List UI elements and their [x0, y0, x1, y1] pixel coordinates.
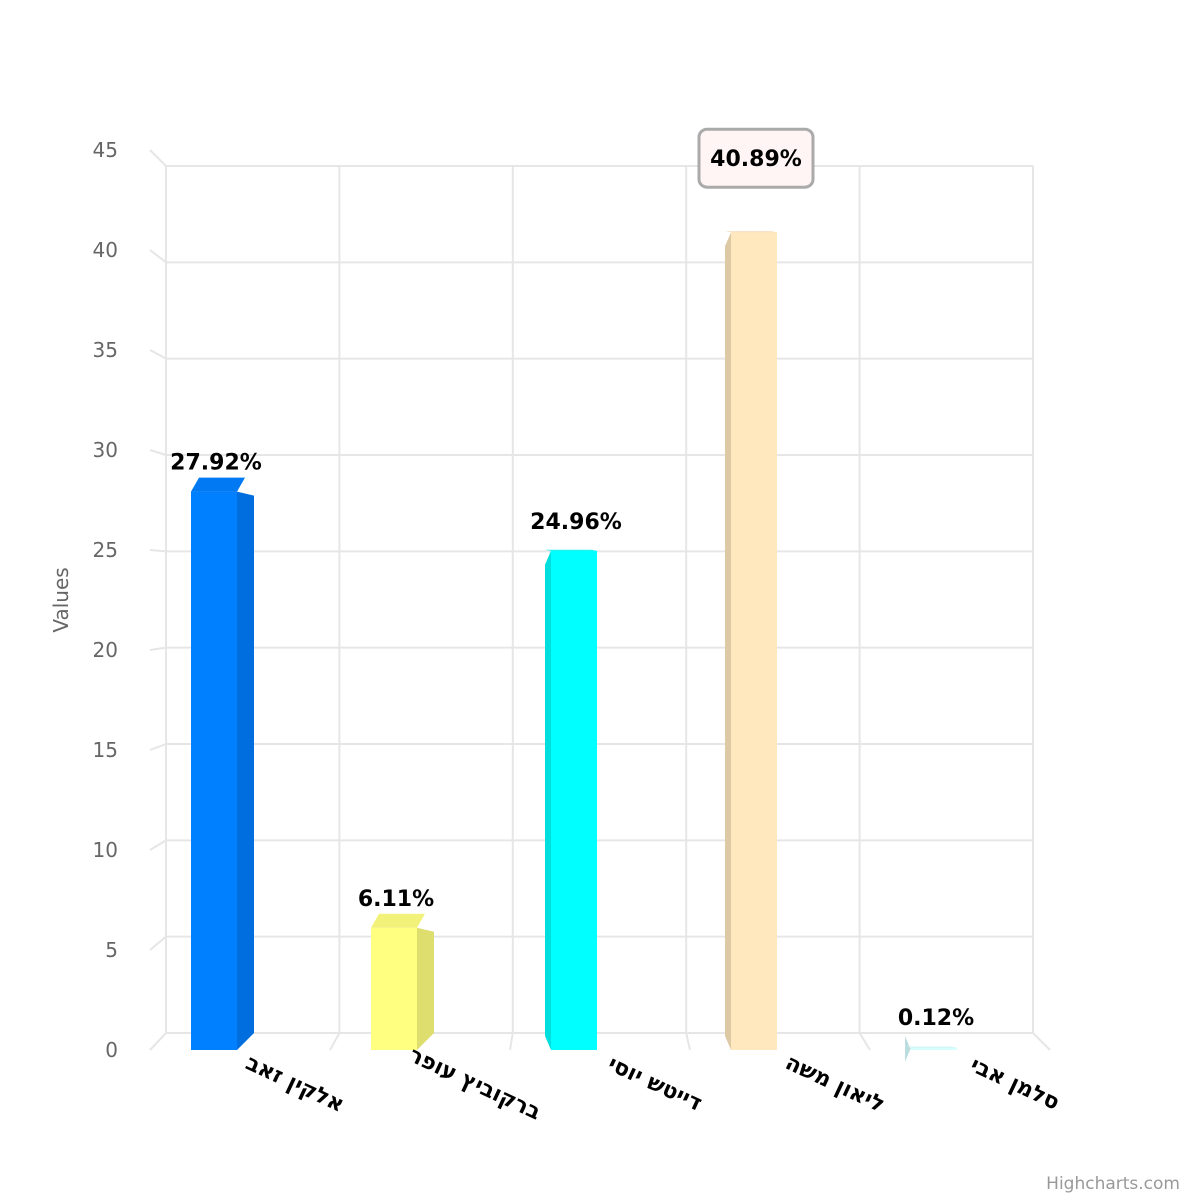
data-label: 6.11% — [358, 887, 434, 912]
y-tick-label: 20 — [93, 638, 118, 662]
gridline-floor — [149, 1032, 167, 1051]
data-label: 27.92% — [170, 451, 262, 476]
bar-side — [545, 550, 551, 1050]
gridline-wall-5 — [149, 935, 167, 951]
gridline-wall-35 — [149, 349, 167, 360]
bar-front[interactable] — [731, 232, 777, 1050]
gridline-floor — [1032, 1032, 1051, 1051]
bar-0[interactable] — [191, 477, 254, 1051]
credits-link[interactable]: Highcharts.com — [1046, 1174, 1180, 1194]
bar-top — [725, 231, 777, 233]
bar-front[interactable] — [371, 927, 417, 1050]
y-axis-title: Values — [49, 567, 73, 632]
y-tick-label: 5 — [105, 938, 118, 962]
bar-3[interactable] — [725, 231, 777, 1050]
bar-side — [905, 1036, 911, 1062]
bar-1[interactable] — [371, 913, 434, 1050]
data-label: 40.89% — [710, 147, 802, 172]
gridline-wall-25 — [149, 549, 167, 553]
bar-4[interactable] — [905, 1036, 957, 1062]
bar-top — [191, 477, 245, 492]
bars — [191, 231, 957, 1062]
bar-side — [725, 232, 731, 1050]
gridline-wall-30 — [149, 449, 167, 456]
y-tick-label: 45 — [93, 138, 118, 162]
grid-lines — [149, 149, 1051, 1051]
tooltip-box — [697, 127, 815, 189]
y-tick-label: 0 — [105, 1038, 118, 1062]
y-tick-label: 15 — [93, 738, 118, 762]
x-category-label: ברקוביץ עופר — [405, 1043, 545, 1126]
data-label: 0.12% — [898, 1006, 974, 1031]
gridline-wall-10 — [149, 839, 167, 851]
x-category-label: אלקין זאב — [242, 1050, 348, 1117]
y-tick-label: 40 — [93, 238, 118, 262]
y-tick-label: 25 — [93, 538, 118, 562]
x-category-label: סלמן אבי — [966, 1053, 1063, 1116]
bar-front[interactable] — [911, 1047, 957, 1050]
data-label: 24.96% — [530, 510, 622, 535]
y-tick-label: 35 — [93, 338, 118, 362]
bar-side — [237, 491, 254, 1051]
bar-side — [417, 927, 434, 1050]
y-tick-label: 30 — [93, 438, 118, 462]
gridline-wall-15 — [149, 743, 167, 751]
bar-top — [905, 1046, 957, 1048]
bar-top — [371, 913, 425, 928]
gridline-floor — [329, 1032, 341, 1051]
y-tick-label: 10 — [93, 838, 118, 862]
x-axis: אלקין זאב ברקוביץ עופר דייטש יוסי ליאון משה… — [242, 1043, 1064, 1126]
bar-2[interactable] — [545, 549, 597, 1050]
gridline-wall-40 — [149, 249, 167, 264]
gridline-floor — [685, 1032, 691, 1051]
x-category-label: ליאון משה — [781, 1050, 888, 1118]
gridline-floor — [509, 1032, 514, 1051]
bar-front[interactable] — [191, 491, 237, 1051]
y-axis: 0 5 10 15 20 25 30 35 40 45 — [93, 138, 118, 1062]
bar-top — [545, 549, 597, 551]
gridline-wall-20 — [149, 646, 167, 651]
gridline-floor — [858, 1032, 871, 1051]
bar-front[interactable] — [551, 550, 597, 1050]
data-labels: 27.92% 6.11% 24.96% 40.89% 0.12% — [170, 127, 974, 1031]
gridline-wall-45 — [149, 149, 167, 167]
x-category-label: דייטש יוסי — [604, 1052, 706, 1117]
